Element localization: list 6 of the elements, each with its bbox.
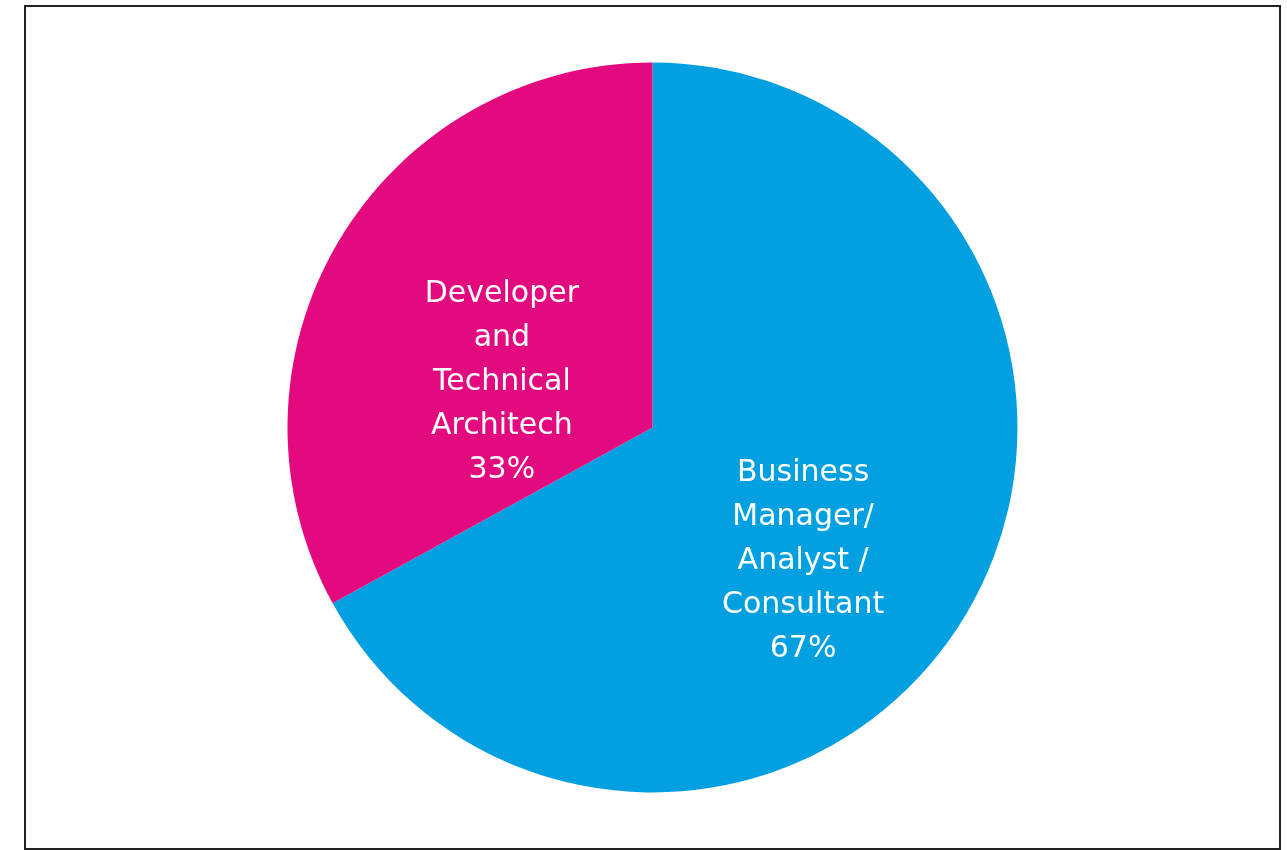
- data-label: 67%: [769, 628, 837, 664]
- pie-slice: [332, 62, 1018, 793]
- slice-label: Developer and Technical Architech: [424, 274, 580, 442]
- slice-label: Business Manager/ Analyst / Consultant: [722, 452, 885, 620]
- pie-slice: [287, 62, 653, 604]
- data-label: 33%: [468, 450, 536, 486]
